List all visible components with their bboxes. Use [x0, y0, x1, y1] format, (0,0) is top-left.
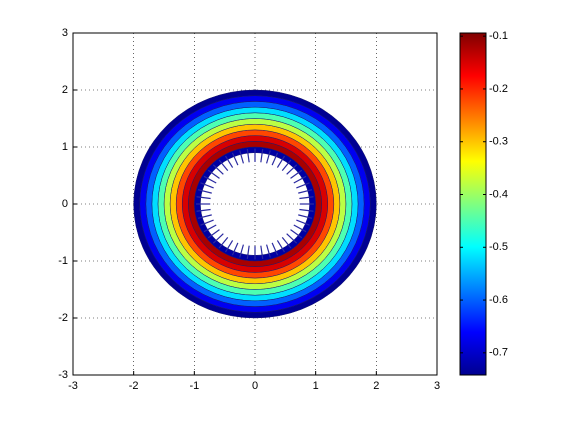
- colorbar-tick-label: -0.5: [489, 241, 508, 253]
- quiver-arrow: [299, 196, 314, 200]
- quiver-arrow: [276, 155, 285, 168]
- quiver-arrow: [231, 152, 239, 166]
- colorbar-ticks: -0.7 -0.6 -0.5 -0.4 -0.3 -0.2 -0.1: [460, 30, 508, 359]
- quiver-arrow: [296, 219, 310, 226]
- y-tick-label: 0: [62, 198, 68, 210]
- colorbar: [459, 32, 487, 376]
- quiver-arrow: [218, 236, 229, 249]
- quiver-arrow: [231, 242, 239, 256]
- quiver-arrow: [239, 150, 244, 164]
- x-tick-label: -3: [68, 380, 78, 392]
- quiver-arrow: [218, 159, 229, 172]
- quiver-arrow: [298, 189, 313, 194]
- quiver-arrow: [286, 164, 298, 175]
- quiver-arrow: [203, 224, 217, 233]
- quiver-arrow: [296, 182, 310, 189]
- colorbar-tick-label: -0.7: [489, 347, 508, 359]
- colorbar-tick-label: -0.3: [489, 136, 508, 148]
- quiver-arrow: [281, 159, 292, 172]
- quiver-arrow: [271, 242, 279, 256]
- x-tick-label: 3: [434, 380, 440, 392]
- x-tick-label: -1: [189, 380, 199, 392]
- quiver-arrow: [225, 240, 234, 253]
- y-tick-label: 3: [62, 27, 68, 39]
- quiver-arrow: [207, 169, 220, 179]
- quiver-arrow: [281, 236, 292, 249]
- plot-area: [73, 33, 437, 375]
- quiver-arrow: [212, 164, 224, 175]
- y-tick-label: 1: [62, 141, 68, 153]
- quiver-arrow: [196, 196, 211, 200]
- colorbar-tick-label: -0.6: [489, 294, 508, 306]
- y-tick-label: -2: [58, 312, 68, 324]
- quiver-arrow: [197, 189, 212, 194]
- quiver-arrow: [197, 214, 212, 219]
- ticks: -3 -2 -1 0 1 2 3 -3 -2 -1 0 1 2 3: [58, 27, 440, 392]
- y-tick-label: 2: [62, 84, 68, 96]
- quiver-arrow: [286, 233, 298, 244]
- x-tick-label: -2: [129, 380, 139, 392]
- quiver-arrow: [225, 155, 234, 168]
- quiver-arrow: [276, 240, 285, 253]
- colorbar-tick-label: -0.1: [489, 30, 508, 42]
- quiver-arrow: [260, 148, 264, 163]
- quiver-arrow: [246, 245, 250, 260]
- quiver-arrow: [246, 148, 250, 163]
- quiver-arrow: [266, 244, 271, 258]
- x-tick-label: 0: [252, 380, 258, 392]
- quiver-arrow: [299, 208, 314, 212]
- y-tick-label: -1: [58, 255, 68, 267]
- quiver-arrow: [239, 244, 244, 258]
- colorbar-tick-label: -0.2: [489, 83, 508, 95]
- quiver-arrow: [298, 214, 313, 219]
- x-tick-label: 1: [313, 380, 319, 392]
- quiver-arrow: [290, 229, 303, 239]
- quiver-arrow: [266, 150, 271, 164]
- quiver-arrow: [271, 152, 279, 166]
- quiver-arrow: [200, 182, 214, 189]
- quiver-arrow: [212, 233, 224, 244]
- quiver-arrow: [260, 245, 264, 260]
- quiver-arrow: [203, 175, 217, 184]
- rings: [133, 89, 377, 319]
- y-tick-label: -3: [58, 369, 68, 381]
- quiver-arrow: [293, 224, 307, 233]
- quiver-arrow: [293, 175, 307, 184]
- quiver: [196, 148, 314, 260]
- x-tick-label: 2: [373, 380, 379, 392]
- quiver-arrow: [207, 229, 220, 239]
- quiver-arrow: [290, 169, 303, 179]
- contour-ring: [133, 89, 377, 319]
- quiver-arrow: [196, 208, 211, 212]
- quiver-arrow: [200, 219, 214, 226]
- colorbar-tick-label: -0.4: [489, 188, 508, 200]
